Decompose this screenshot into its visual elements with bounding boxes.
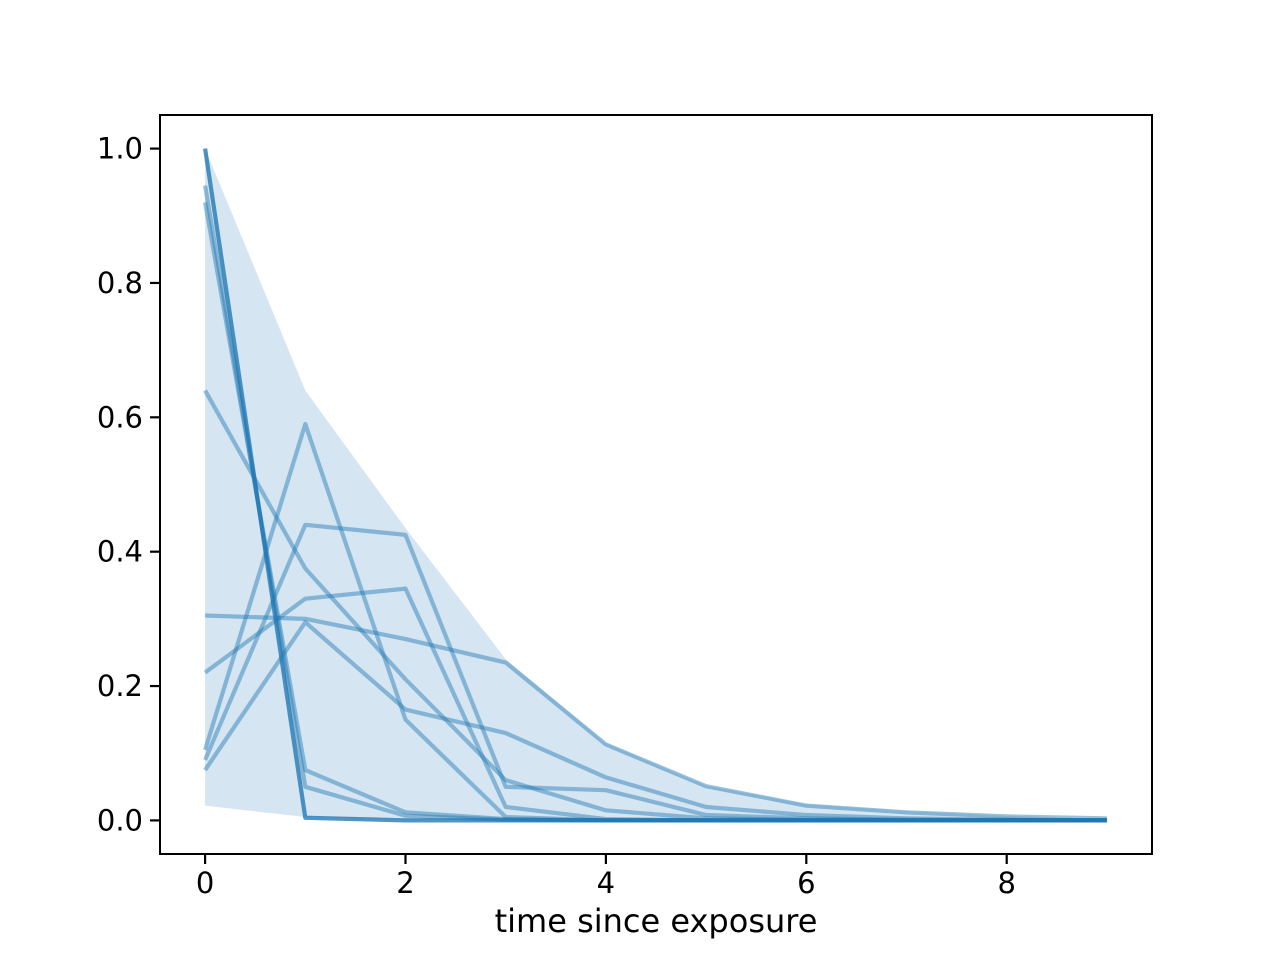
trajectory-9 [203, 620, 1107, 823]
trajectory-2 [203, 185, 1107, 823]
plot-border [159, 114, 1153, 855]
trajectory-8 [203, 522, 1107, 823]
x-tick-label: 0 [196, 866, 214, 900]
y-tick-label: 0.6 [97, 400, 143, 434]
y-tick-label: 0.4 [97, 535, 143, 569]
trajectory-3 [203, 201, 1107, 823]
trajectory-4 [203, 389, 1107, 823]
trajectory-6 [203, 586, 1107, 823]
y-tick-label: 0.8 [97, 266, 143, 300]
x-tick-label: 6 [797, 866, 815, 900]
trajectory-1 [203, 148, 1107, 823]
confidence-band [205, 148, 1107, 821]
x-axis-label: time since exposure [495, 902, 818, 940]
x-tick-label: 2 [396, 866, 414, 900]
y-tick-label: 0.0 [97, 803, 143, 837]
trajectory-7 [203, 421, 1107, 823]
y-tick-label: 1.0 [97, 132, 143, 166]
x-tick-label: 4 [597, 866, 615, 900]
trajectory-5 [205, 613, 1107, 821]
y-tick-label: 0.2 [97, 669, 143, 703]
x-tick-label: 8 [997, 866, 1015, 900]
